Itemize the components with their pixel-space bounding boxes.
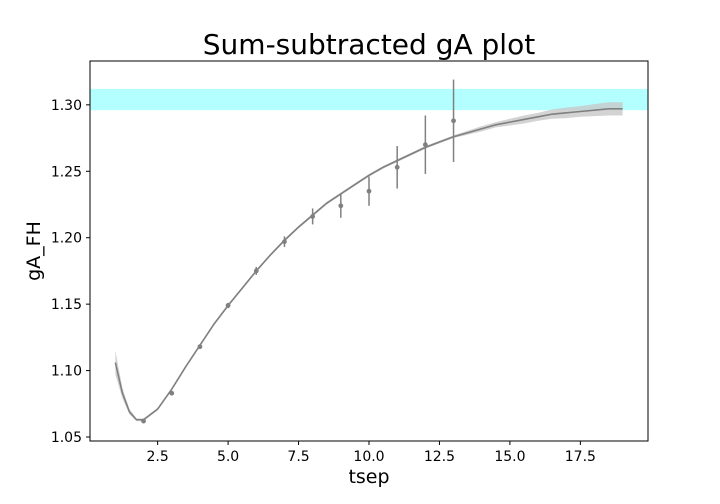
data-point-marker (310, 214, 316, 219)
data-point (451, 79, 456, 162)
data-point-marker (253, 268, 259, 274)
data-point (394, 146, 400, 189)
plot-area (90, 79, 648, 424)
data-point (310, 208, 316, 225)
data-point (253, 266, 259, 275)
data-point-marker (422, 142, 428, 148)
y-axis-ticks: 1.05 1.10 1.15 1.20 1.25 1.30 (51, 98, 90, 446)
data-point-marker (282, 239, 287, 245)
y-tick-label: 1.05 (51, 430, 82, 446)
fit-layer (114, 102, 623, 422)
x-axis-label: tsep (348, 466, 389, 488)
y-tick-label: 1.15 (51, 297, 82, 313)
data-point (422, 115, 428, 174)
data-point-marker (451, 118, 456, 124)
data-point-marker (394, 164, 400, 170)
fit-error-band (115, 102, 623, 422)
data-point (338, 193, 344, 218)
data-point (197, 344, 203, 350)
x-tick-label: 2.5 (147, 449, 169, 465)
y-tick-label: 1.25 (51, 164, 82, 180)
x-tick-label: 15.0 (494, 449, 525, 465)
y-tick-label: 1.30 (51, 98, 82, 114)
chart-title: Sum-subtracted gA plot (203, 28, 535, 61)
data-point-marker (366, 188, 372, 194)
data-point-marker (338, 203, 344, 209)
reference-band (90, 88, 648, 111)
x-tick-label: 10.0 (353, 449, 384, 465)
x-tick-label: 7.5 (287, 449, 309, 465)
x-tick-label: 17.5 (565, 449, 596, 465)
data-point (169, 390, 175, 396)
y-tick-label: 1.20 (51, 231, 82, 247)
y-axis-label: gA_FH (23, 221, 45, 281)
data-point (366, 176, 372, 206)
y-tick-label: 1.10 (51, 364, 82, 380)
data-point (141, 418, 146, 424)
x-tick-label: 5.0 (217, 449, 239, 465)
data-point-marker (197, 344, 203, 350)
x-tick-label: 12.5 (424, 449, 455, 465)
data-points-layer (141, 79, 456, 424)
reference-band-layer (90, 88, 648, 111)
data-point-marker (141, 418, 146, 424)
data-point-marker (169, 390, 175, 396)
data-point (282, 236, 287, 248)
data-point-marker (225, 303, 231, 308)
data-point (225, 302, 231, 309)
fit-curve (114, 108, 623, 421)
x-axis-ticks: 2.5 5.0 7.5 10.0 12.5 15.0 17.5 (147, 441, 596, 465)
